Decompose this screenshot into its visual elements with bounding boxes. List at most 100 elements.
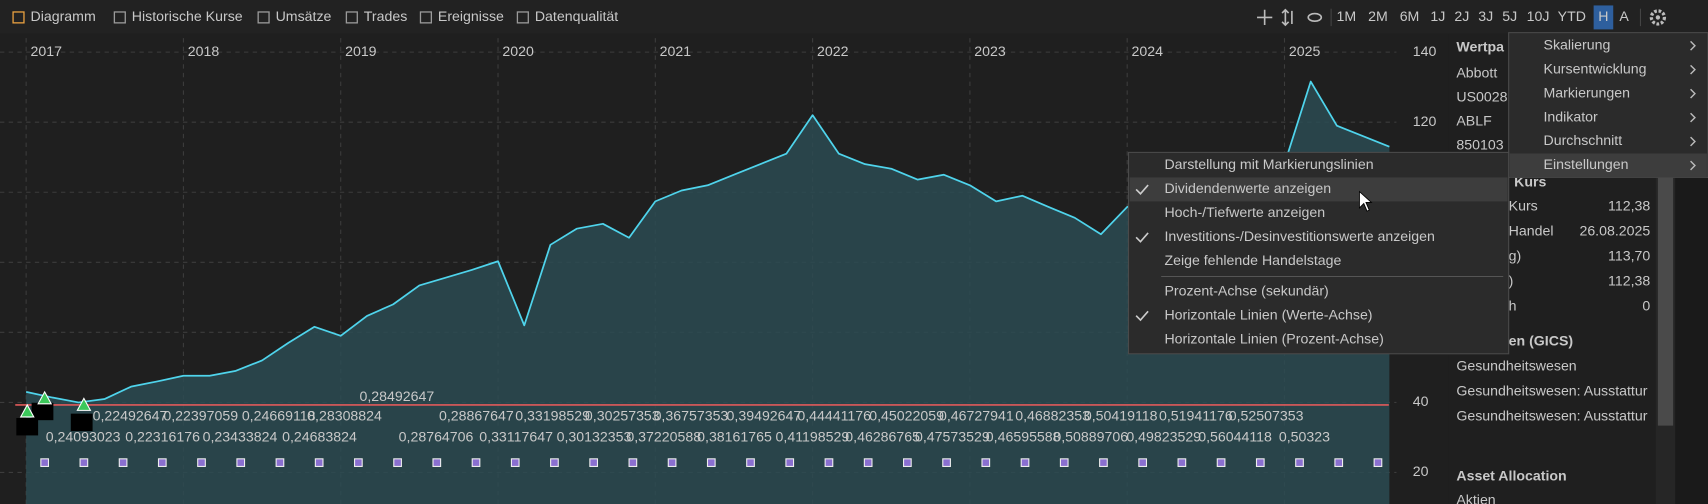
tab[interactable]: Diagramm <box>31 8 96 24</box>
tab-icon <box>516 11 529 24</box>
dividend-label: 0,28308824 <box>307 408 382 424</box>
range-button[interactable]: YTD <box>1558 8 1586 24</box>
dividend-label: 0,36757353 <box>654 408 729 424</box>
menu-highlight <box>1509 153 1707 178</box>
dividend-label: 0,46727941 <box>939 408 1014 424</box>
range-active <box>1593 5 1614 30</box>
menu-item[interactable]: Investitions-/Desinvestitionswerte anzei… <box>1164 228 1434 244</box>
row-label: Kurs <box>1509 198 1538 214</box>
submenu-arrow <box>1690 136 1696 147</box>
event-marker <box>1216 458 1226 467</box>
range-button[interactable]: 3J <box>1478 8 1493 24</box>
marker-label: 0,28492647 <box>359 388 434 404</box>
event-marker <box>118 458 128 467</box>
eye-icon[interactable] <box>1307 12 1323 23</box>
event-marker <box>79 458 89 467</box>
menu-item[interactable]: Kursentwicklung <box>1544 60 1647 76</box>
range-button[interactable]: 6M <box>1400 8 1420 24</box>
row-value: 26.08.2025 <box>1579 223 1650 239</box>
event-marker <box>157 458 167 467</box>
price-area <box>26 81 1390 504</box>
dividend-label: 0,24683824 <box>282 428 357 444</box>
tab[interactable]: Ereignisse <box>438 8 504 24</box>
dividend-label: 0,52507353 <box>1229 408 1304 424</box>
menu-item[interactable]: Dividendenwerte anzeigen <box>1164 180 1331 196</box>
year-label: 2023 <box>974 43 1006 59</box>
dividend-label: 0,24093023 <box>46 428 121 444</box>
row-value: 112,38 <box>1608 198 1650 214</box>
gear-icon[interactable] <box>1649 9 1667 26</box>
check-mark <box>1135 184 1149 195</box>
menu-item[interactable]: Einstellungen <box>1544 156 1629 172</box>
menu-item[interactable]: Horizontale Linien (Werte-Achse) <box>1164 306 1372 322</box>
tab-icon <box>257 11 270 24</box>
check-mark <box>1135 232 1149 243</box>
event-marker <box>863 458 873 467</box>
menu-item[interactable]: Prozent-Achse (sekundär) <box>1164 282 1328 298</box>
event-marker <box>1334 458 1344 467</box>
check-mark <box>1135 310 1149 322</box>
gear-hub <box>1655 15 1661 20</box>
year-label: 2025 <box>1289 43 1321 59</box>
range-button[interactable]: H <box>1598 8 1608 24</box>
submenu-arrow <box>1690 64 1696 75</box>
event-marker <box>40 458 50 467</box>
menu-item[interactable]: Zeige fehlende Handelstage <box>1164 252 1341 268</box>
scale-icon[interactable] <box>1281 8 1293 27</box>
sector: Gesundheitswesen <box>1456 358 1576 374</box>
menu-item[interactable]: Darstellung mit Markierungslinien <box>1164 156 1373 172</box>
event-marker <box>1138 458 1148 467</box>
event-marker <box>471 458 481 467</box>
year-label: 2018 <box>188 43 220 59</box>
mouse-cursor <box>1358 190 1373 212</box>
event-marker <box>628 458 638 467</box>
row-label: g) <box>1509 248 1522 264</box>
event-marker <box>942 458 951 467</box>
tab[interactable]: Umsätze <box>276 8 332 24</box>
event-marker <box>1295 458 1304 467</box>
range-button[interactable]: 10J <box>1527 8 1550 24</box>
submenu-arrow <box>1690 40 1696 51</box>
tab[interactable]: Historische Kurse <box>132 8 243 24</box>
menu-item[interactable]: Skalierung <box>1544 36 1611 52</box>
sector: Gesundheitswesen: Ausstattur <box>1456 408 1647 424</box>
event-marker <box>432 458 442 467</box>
range-button[interactable]: A <box>1619 8 1629 24</box>
year-label: 2024 <box>1132 43 1164 59</box>
event-marker <box>785 458 795 467</box>
dividend-label: 0,56044118 <box>1198 428 1272 444</box>
dividend-label: 0,49823529 <box>1126 428 1201 444</box>
event-marker <box>275 458 285 467</box>
menu-item[interactable]: Indikator <box>1544 108 1599 124</box>
menu-item[interactable]: Horizontale Linien (Prozent-Achse) <box>1164 330 1383 346</box>
tab[interactable]: Trades <box>364 8 408 24</box>
y-tick-label: 140 <box>1413 43 1437 59</box>
menu-item[interactable]: Markierungen <box>1544 84 1630 100</box>
panel-line: 850103 <box>1456 137 1503 153</box>
event-marker <box>1099 458 1108 467</box>
year-label: 2022 <box>817 43 849 59</box>
menu-item[interactable]: Hoch-/Tiefwerte anzeigen <box>1164 204 1325 220</box>
range-button[interactable]: 2J <box>1454 8 1469 24</box>
range-button[interactable]: 5J <box>1502 8 1517 24</box>
buy-marker <box>76 397 92 411</box>
range-button[interactable]: 1M <box>1337 8 1357 24</box>
event-marker <box>706 458 716 467</box>
event-marker <box>1059 458 1069 467</box>
dividend-label: 0,30257353 <box>585 408 660 424</box>
range-button[interactable]: 2M <box>1368 8 1388 24</box>
range-button[interactable]: 1J <box>1430 8 1445 24</box>
event-marker <box>903 458 912 467</box>
dividend-label: 0,37220588 <box>626 428 701 444</box>
event-marker <box>746 458 755 467</box>
menu-item[interactable]: Durchschnitt <box>1544 132 1623 148</box>
crosshair-icon[interactable] <box>1257 9 1273 26</box>
event-marker <box>1177 458 1187 467</box>
tab[interactable]: Datenqualität <box>535 8 618 24</box>
event-marker <box>824 458 834 467</box>
submenu-arrow <box>1690 112 1696 123</box>
event-marker <box>236 458 246 467</box>
submenu-arrow <box>1690 88 1696 99</box>
year-label: 2021 <box>660 43 692 59</box>
